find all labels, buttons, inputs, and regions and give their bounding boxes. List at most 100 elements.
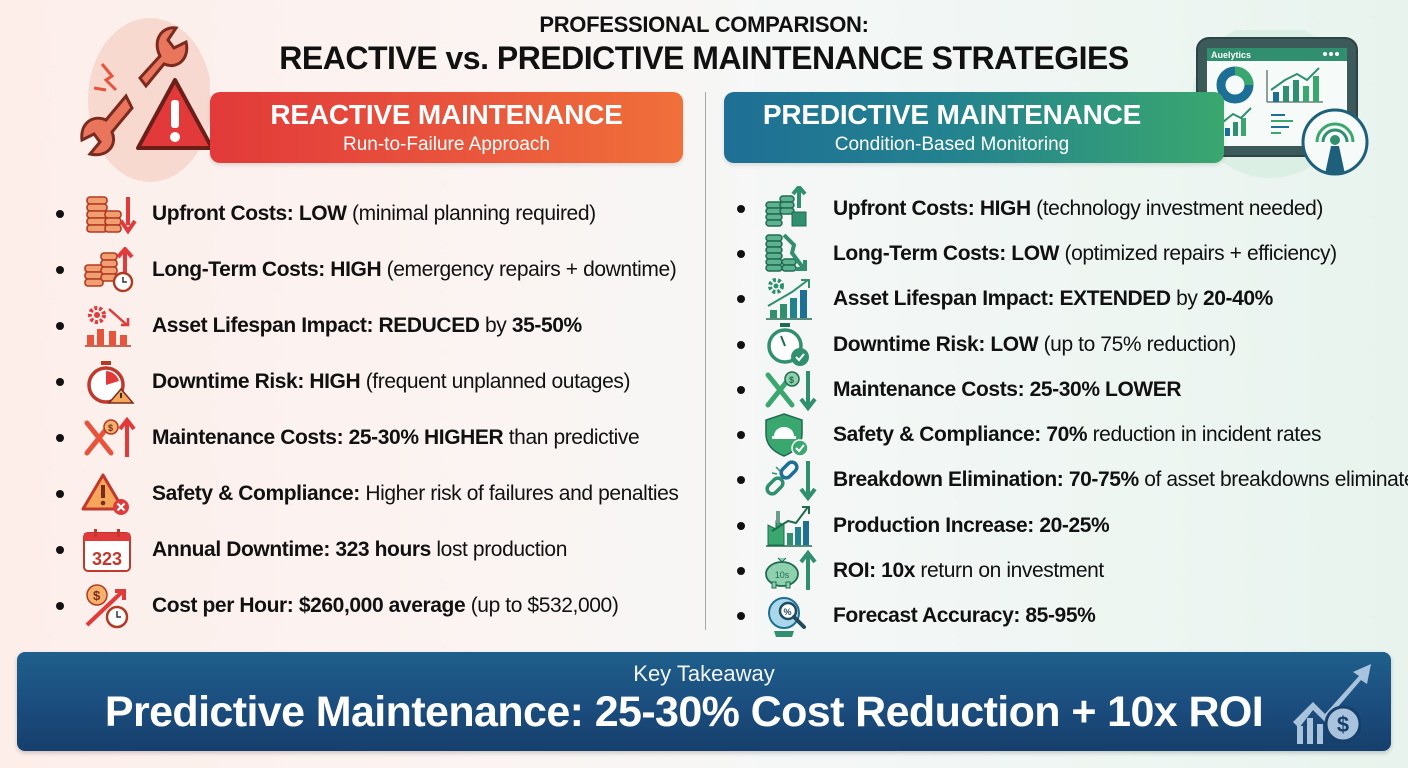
list-item: Long-Term Costs: LOW (optimized repairs …: [733, 231, 1408, 276]
list-item: Downtime Risk: HIGH (frequent unplanned …: [52, 354, 679, 410]
item-label: Maintenance Costs: 25-30% LOWER: [833, 377, 1182, 401]
stopwatch-warning-icon: [80, 359, 138, 405]
item-detail: (frequent unplanned outages): [360, 370, 631, 393]
svg-text:$: $: [1337, 712, 1349, 737]
bullet: [737, 340, 745, 349]
item-label: Long-Term Costs: LOW: [833, 241, 1060, 265]
tools-dollar-up-arrow-icon: $: [80, 415, 138, 461]
svg-text:$: $: [93, 588, 101, 603]
growth-chart-dollar-icon: $: [1289, 660, 1371, 746]
gear-declining-bars-icon: [80, 303, 138, 349]
reactive-banner-title: REACTIVE MAINTENANCE: [270, 99, 623, 130]
predictive-banner-title: PREDICTIVE MAINTENANCE: [762, 99, 1142, 130]
predictive-banner: PREDICTIVE MAINTENANCE Condition-Based M…: [724, 92, 1224, 163]
bullet: [56, 490, 64, 498]
list-item: % Forecast Accuracy: 85-95%: [733, 594, 1408, 639]
item-value: 35-50%: [511, 314, 582, 337]
list-item: Upfront Costs: HIGH (technology investme…: [733, 185, 1408, 231]
reactive-banner: REACTIVE MAINTENANCE Run-to-Failure Appr…: [210, 92, 683, 163]
item-label: Upfront Costs: LOW: [152, 202, 347, 225]
item-label: Downtime Risk: HIGH: [152, 370, 361, 393]
coins-down-trend-icon: [761, 233, 819, 275]
item-detail: (minimal planning required): [346, 202, 596, 225]
list-item: Asset Lifespan Impact: EXTENDED by 20-40…: [733, 277, 1408, 322]
key-takeaway-banner: Key Takeaway Predictive Maintenance: 25-…: [17, 652, 1391, 751]
factory-rising-chart-icon: [761, 505, 819, 547]
bullet: [737, 295, 745, 304]
list-item: 323 Annual Downtime: 323 hours lost prod…: [52, 522, 679, 578]
item-label: Safety & Compliance: 70%: [833, 423, 1088, 447]
svg-text:$: $: [789, 375, 794, 385]
bullet: [56, 266, 64, 274]
tools-dollar-down-arrow-icon: $: [761, 369, 819, 412]
svg-text:%: %: [784, 607, 792, 617]
bullet: [737, 521, 745, 530]
bullet: [737, 612, 745, 621]
list-item: Asset Lifespan Impact: REDUCED by 35-50%: [52, 298, 679, 354]
item-detail: Higher risk of failures and penalties: [359, 482, 679, 505]
shield-helmet-check-icon: [761, 413, 819, 457]
svg-text:10s: 10s: [775, 570, 790, 580]
page-header: PROFESSIONAL COMPARISON: REACTIVE vs. PR…: [0, 12, 1408, 77]
bullet: [737, 249, 745, 258]
list-item: 10s ROI: 10x return on investment: [733, 548, 1408, 593]
list-item: Upfront Costs: LOW (minimal planning req…: [52, 186, 679, 242]
list-item: $ Maintenance Costs: 25-30% LOWER: [733, 367, 1408, 412]
analytics-tablet-sensor-icon: Auelytics: [1185, 22, 1375, 190]
item-label: Long-Term Costs: HIGH: [152, 258, 382, 281]
item-detail: by: [479, 314, 512, 337]
list-item: Safety & Compliance: 70% reduction in in…: [733, 412, 1408, 457]
reactive-list: Upfront Costs: LOW (minimal planning req…: [52, 186, 679, 634]
item-value: 20-40%: [1202, 287, 1273, 311]
item-label: Asset Lifespan Impact: REDUCED: [152, 314, 480, 337]
item-detail: than predictive: [503, 426, 640, 449]
broken-wrench-warning-icon: [40, 18, 214, 183]
svg-text:323: 323: [92, 549, 122, 569]
bullet: [56, 602, 64, 610]
item-detail: of asset breakdowns eliminated: [1138, 468, 1408, 492]
item-detail: (technology investment needed): [1030, 196, 1324, 220]
warning-triangle-x-icon: [80, 471, 138, 517]
item-label: Breakdown Elimination: 70-75%: [833, 468, 1139, 492]
item-label: Cost per Hour: $260,000 average: [152, 594, 466, 617]
calendar-323-icon: 323: [80, 527, 138, 573]
dollar-clock-arrow-icon: $: [80, 583, 138, 629]
bullet: [56, 322, 64, 330]
list-item: Production Increase: 20-25%: [733, 503, 1408, 548]
list-item: $ Cost per Hour: $260,000 average (up to…: [52, 578, 679, 634]
crystal-ball-magnifier-icon: %: [761, 595, 819, 638]
coins-down-arrow-icon: [80, 191, 138, 237]
item-detail: reduction in incident rates: [1087, 423, 1322, 447]
list-item: Long-Term Costs: HIGH (emergency repairs…: [52, 242, 679, 298]
bullet: [737, 476, 745, 485]
bullet: [737, 431, 745, 440]
coins-chip-up-arrow-icon: [761, 185, 819, 230]
page-title: REACTIVE vs. PREDICTIVE MAINTENANCE STRA…: [279, 40, 1129, 76]
item-detail: return on investment: [915, 559, 1104, 583]
bullet: [737, 204, 745, 213]
item-detail: lost production: [430, 538, 567, 561]
svg-text:Auelytics: Auelytics: [1211, 50, 1251, 60]
bullet: [56, 434, 64, 442]
item-label: Annual Downtime: 323 hours: [152, 538, 431, 561]
page-subtitle: PROFESSIONAL COMPARISON:: [539, 12, 869, 37]
stopwatch-check-icon: [761, 322, 819, 366]
list-item: Safety & Compliance: Higher risk of fail…: [52, 466, 679, 522]
item-label: Forecast Accuracy: 85-95%: [833, 604, 1096, 628]
predictive-banner-subtitle: Condition-Based Monitoring: [834, 134, 1070, 155]
item-label: Safety & Compliance:: [152, 482, 360, 505]
gear-rising-bars-icon: [761, 278, 819, 320]
item-label: Production Increase: 20-25%: [833, 513, 1110, 537]
item-label: Upfront Costs: HIGH: [833, 196, 1031, 220]
predictive-list: Upfront Costs: HIGH (technology investme…: [733, 185, 1408, 639]
list-item: $ Maintenance Costs: 25-30% HIGHER than …: [52, 410, 679, 466]
item-label: Asset Lifespan Impact: EXTENDED: [833, 287, 1171, 311]
takeaway-label: Key Takeaway: [633, 661, 775, 686]
item-label: Maintenance Costs: 25-30% HIGHER: [152, 426, 504, 449]
broken-chain-down-arrow-icon: [761, 459, 819, 502]
item-detail: (up to 75% reduction): [1038, 332, 1237, 356]
bullet: [56, 378, 64, 386]
bullet: [737, 385, 745, 394]
item-label: ROI: 10x: [833, 559, 915, 583]
coins-clock-up-arrow-icon: [80, 247, 138, 293]
